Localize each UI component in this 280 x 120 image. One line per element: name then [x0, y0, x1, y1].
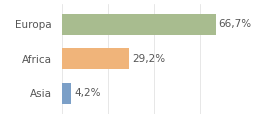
Text: 66,7%: 66,7%	[218, 19, 251, 29]
Text: 29,2%: 29,2%	[132, 54, 165, 64]
Bar	[62, 14, 216, 35]
Text: 4,2%: 4,2%	[74, 88, 101, 98]
Bar	[62, 48, 129, 69]
Bar	[62, 83, 71, 104]
